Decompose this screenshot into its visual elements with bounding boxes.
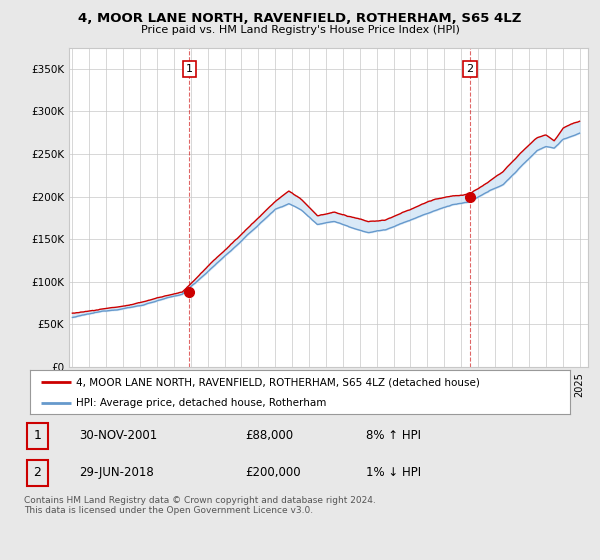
Text: 1: 1 — [34, 430, 41, 442]
Text: 30-NOV-2001: 30-NOV-2001 — [79, 430, 157, 442]
Bar — [27, 460, 48, 486]
Text: 4, MOOR LANE NORTH, RAVENFIELD, ROTHERHAM, S65 4LZ: 4, MOOR LANE NORTH, RAVENFIELD, ROTHERHA… — [79, 12, 521, 25]
Text: Price paid vs. HM Land Registry's House Price Index (HPI): Price paid vs. HM Land Registry's House … — [140, 25, 460, 35]
Text: 29-JUN-2018: 29-JUN-2018 — [79, 466, 154, 479]
Text: HPI: Average price, detached house, Rotherham: HPI: Average price, detached house, Roth… — [76, 398, 326, 408]
Text: 1: 1 — [186, 64, 193, 74]
Text: Contains HM Land Registry data © Crown copyright and database right 2024.
This d: Contains HM Land Registry data © Crown c… — [24, 496, 376, 515]
Text: £200,000: £200,000 — [245, 466, 301, 479]
Text: 2: 2 — [34, 466, 41, 479]
Bar — [27, 423, 48, 449]
Text: 1% ↓ HPI: 1% ↓ HPI — [366, 466, 421, 479]
Text: 4, MOOR LANE NORTH, RAVENFIELD, ROTHERHAM, S65 4LZ (detached house): 4, MOOR LANE NORTH, RAVENFIELD, ROTHERHA… — [76, 377, 480, 387]
Text: 8% ↑ HPI: 8% ↑ HPI — [366, 430, 421, 442]
Text: £88,000: £88,000 — [245, 430, 293, 442]
Text: 2: 2 — [466, 64, 473, 74]
